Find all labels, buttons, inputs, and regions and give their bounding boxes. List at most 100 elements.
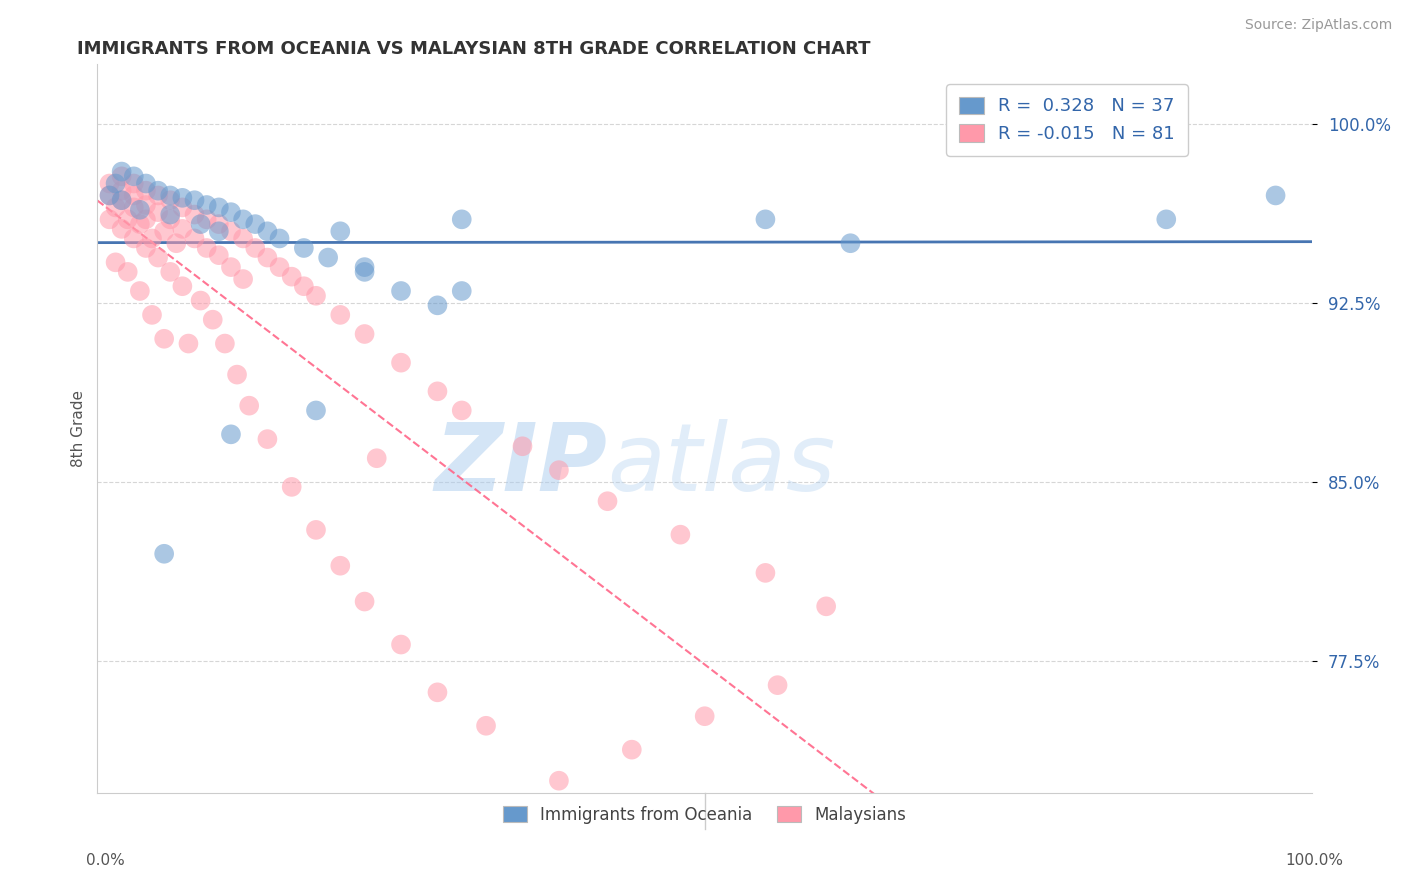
Point	[232, 231, 254, 245]
Point	[620, 742, 643, 756]
Point	[219, 427, 242, 442]
Point	[128, 217, 150, 231]
Point	[426, 685, 449, 699]
Point	[353, 594, 375, 608]
Point	[122, 188, 145, 202]
Point	[98, 177, 121, 191]
Point	[548, 463, 571, 477]
Point	[111, 169, 134, 184]
Point	[98, 188, 121, 202]
Point	[305, 523, 328, 537]
Point	[159, 265, 181, 279]
Point	[389, 356, 412, 370]
Point	[122, 169, 145, 184]
Point	[146, 188, 169, 202]
Point	[111, 184, 134, 198]
Point	[426, 298, 449, 312]
Point	[238, 399, 260, 413]
Point	[256, 251, 278, 265]
Point	[98, 212, 121, 227]
Point	[316, 251, 339, 265]
Point	[693, 709, 716, 723]
Point	[256, 432, 278, 446]
Point	[245, 241, 267, 255]
Point	[135, 212, 157, 227]
Text: IMMIGRANTS FROM OCEANIA VS MALAYSIAN 8TH GRADE CORRELATION CHART: IMMIGRANTS FROM OCEANIA VS MALAYSIAN 8TH…	[77, 40, 870, 58]
Point	[159, 212, 181, 227]
Point	[766, 678, 789, 692]
Point	[104, 201, 127, 215]
Point	[190, 217, 212, 231]
Point	[172, 201, 194, 215]
Point	[450, 284, 472, 298]
Text: ZIP: ZIP	[434, 418, 607, 511]
Point	[195, 241, 218, 255]
Text: Source: ZipAtlas.com: Source: ZipAtlas.com	[1244, 18, 1392, 32]
Point	[245, 217, 267, 231]
Point	[135, 177, 157, 191]
Point	[232, 212, 254, 227]
Point	[135, 198, 157, 212]
Text: 100.0%: 100.0%	[1285, 854, 1344, 868]
Point	[329, 308, 352, 322]
Point	[146, 251, 169, 265]
Point	[208, 201, 231, 215]
Point	[389, 638, 412, 652]
Point	[208, 248, 231, 262]
Point	[219, 224, 242, 238]
Point	[269, 260, 291, 274]
Point	[195, 198, 218, 212]
Point	[1264, 188, 1286, 202]
Point	[329, 558, 352, 573]
Point	[366, 451, 388, 466]
Point	[305, 289, 328, 303]
Point	[669, 527, 692, 541]
Point	[183, 208, 205, 222]
Point	[450, 403, 472, 417]
Point	[141, 231, 163, 245]
Point	[815, 599, 838, 614]
Point	[208, 217, 231, 231]
Point	[292, 241, 315, 255]
Legend: Immigrants from Oceania, Malaysians: Immigrants from Oceania, Malaysians	[492, 794, 918, 835]
Point	[389, 284, 412, 298]
Point	[104, 177, 127, 191]
Point	[219, 205, 242, 219]
Point	[754, 212, 776, 227]
Text: 0.0%: 0.0%	[86, 854, 125, 868]
Point	[159, 193, 181, 207]
Point	[122, 201, 145, 215]
Point	[195, 212, 218, 227]
Point	[190, 293, 212, 308]
Point	[280, 480, 302, 494]
Point	[117, 212, 139, 227]
Point	[111, 222, 134, 236]
Point	[232, 272, 254, 286]
Point	[208, 224, 231, 238]
Point	[135, 184, 157, 198]
Point	[201, 312, 224, 326]
Y-axis label: 8th Grade: 8th Grade	[72, 390, 86, 467]
Point	[256, 224, 278, 238]
Point	[146, 205, 169, 219]
Point	[117, 265, 139, 279]
Point	[128, 284, 150, 298]
Point	[135, 241, 157, 255]
Point	[172, 191, 194, 205]
Point	[292, 279, 315, 293]
Point	[153, 547, 176, 561]
Point	[159, 188, 181, 202]
Point	[754, 566, 776, 580]
Point	[177, 336, 200, 351]
Point	[98, 188, 121, 202]
Point	[128, 202, 150, 217]
Point	[353, 265, 375, 279]
Point	[122, 231, 145, 245]
Point	[104, 255, 127, 269]
Point	[305, 403, 328, 417]
Point	[172, 222, 194, 236]
Point	[596, 494, 619, 508]
Point	[165, 236, 187, 251]
Point	[153, 332, 176, 346]
Point	[219, 260, 242, 274]
